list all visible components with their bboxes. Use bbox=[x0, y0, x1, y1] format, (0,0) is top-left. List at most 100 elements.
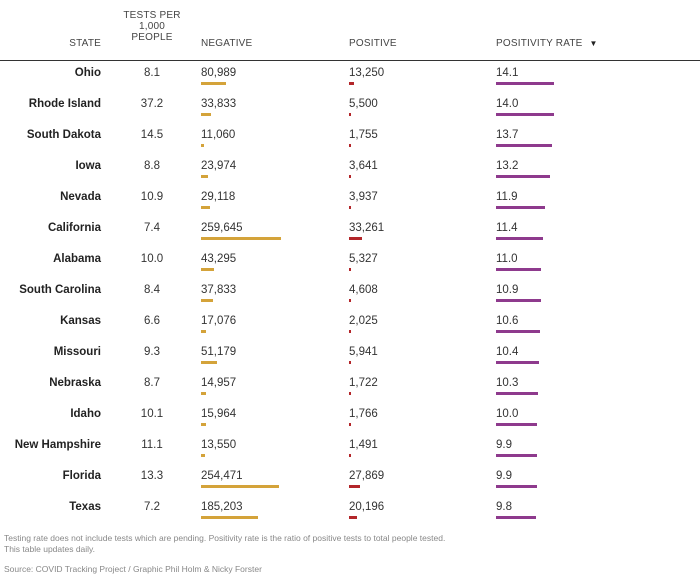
state-cell: Nebraska bbox=[49, 377, 101, 389]
positive-bar bbox=[349, 423, 351, 426]
table-row: South Dakota 14.5 11,060 1,755 13.7 bbox=[0, 123, 700, 154]
table-row: Rhode Island 37.2 33,833 5,500 14.0 bbox=[0, 92, 700, 123]
positive-cell: 33,261 bbox=[349, 222, 385, 234]
negative-cell: 14,957 bbox=[201, 377, 237, 389]
positivity-rate-cell: 10.0 bbox=[496, 408, 519, 420]
positivity-rate-cell: 10.6 bbox=[496, 315, 519, 327]
tests-per-1000-cell: 8.1 bbox=[144, 67, 160, 79]
tests-per-1000-cell: 14.5 bbox=[140, 129, 164, 141]
tests-per-1000-cell: 8.7 bbox=[144, 377, 160, 389]
negative-cell: 43,295 bbox=[201, 253, 237, 265]
negative-bar bbox=[201, 330, 207, 333]
positivity-rate-cell: 13.7 bbox=[496, 129, 519, 141]
positive-cell: 5,327 bbox=[349, 253, 378, 265]
positive-cell: 5,941 bbox=[349, 346, 378, 358]
table-row: Idaho 10.1 15,964 1,766 10.0 bbox=[0, 402, 700, 433]
footer-note-line-1: Testing rate does not include tests whic… bbox=[4, 533, 446, 543]
positive-cell: 1,722 bbox=[349, 377, 378, 389]
positive-cell: 5,500 bbox=[349, 98, 378, 110]
sort-descending-icon[interactable]: ▼ bbox=[589, 39, 598, 48]
positivity-rate-cell: 11.0 bbox=[496, 253, 518, 265]
table-row: Iowa 8.8 23,974 3,641 13.2 bbox=[0, 154, 700, 185]
state-cell: Texas bbox=[69, 501, 101, 513]
positivity-rate-bar bbox=[496, 423, 538, 426]
state-cell: California bbox=[47, 222, 101, 234]
negative-cell: 13,550 bbox=[201, 439, 237, 451]
state-cell: Iowa bbox=[75, 160, 101, 172]
column-header-state[interactable]: STATE bbox=[69, 38, 101, 49]
positive-cell: 27,869 bbox=[349, 470, 385, 482]
state-cell: South Dakota bbox=[26, 129, 101, 141]
negative-cell: 33,833 bbox=[201, 98, 237, 110]
negative-bar bbox=[201, 175, 209, 178]
tests-per-1000-cell: 7.4 bbox=[144, 222, 160, 234]
positivity-rate-bar bbox=[496, 206, 545, 209]
state-cell: Nevada bbox=[60, 191, 101, 203]
table-row: South Carolina 8.4 37,833 4,608 10.9 bbox=[0, 278, 700, 309]
negative-cell: 17,076 bbox=[201, 315, 237, 327]
footer-source: Source: COVID Tracking Project / Graphic… bbox=[4, 564, 262, 574]
tests-per-1000-cell: 10.9 bbox=[140, 191, 164, 203]
state-cell: New Hampshire bbox=[14, 439, 101, 451]
positive-bar bbox=[349, 113, 352, 116]
positive-cell: 1,755 bbox=[349, 129, 378, 141]
negative-cell: 15,964 bbox=[201, 408, 237, 420]
column-header-negative[interactable]: NEGATIVE bbox=[201, 38, 253, 49]
positivity-rate-cell: 11.9 bbox=[496, 191, 518, 203]
positivity-rate-cell: 10.9 bbox=[496, 284, 519, 296]
tests-per-1000-cell: 11.1 bbox=[141, 439, 163, 451]
positivity-rate-bar bbox=[496, 82, 554, 85]
column-header-tests-line-3: PEOPLE bbox=[131, 32, 173, 43]
positivity-rate-bar bbox=[496, 237, 543, 240]
positive-cell: 20,196 bbox=[349, 501, 385, 513]
negative-bar bbox=[201, 237, 281, 240]
negative-bar bbox=[201, 299, 213, 302]
negative-bar bbox=[201, 82, 226, 85]
negative-cell: 23,974 bbox=[201, 160, 237, 172]
tests-per-1000-cell: 10.1 bbox=[140, 408, 164, 420]
tests-per-1000-cell: 10.0 bbox=[140, 253, 164, 265]
positive-cell: 4,608 bbox=[349, 284, 378, 296]
positivity-rate-cell: 14.1 bbox=[496, 67, 519, 79]
positivity-rate-bar bbox=[496, 361, 539, 364]
positive-bar bbox=[349, 392, 351, 395]
tests-per-1000-cell: 8.4 bbox=[144, 284, 160, 296]
negative-bar bbox=[201, 423, 206, 426]
column-header-positive[interactable]: POSITIVE bbox=[349, 38, 397, 49]
state-cell: Florida bbox=[62, 470, 101, 482]
positivity-rate-bar bbox=[496, 113, 554, 116]
negative-cell: 80,989 bbox=[201, 67, 237, 79]
table-row: Alabama 10.0 43,295 5,327 11.0 bbox=[0, 247, 700, 278]
state-cell: Alabama bbox=[53, 253, 101, 265]
negative-bar bbox=[201, 454, 206, 457]
table-row: Kansas 6.6 17,076 2,025 10.6 bbox=[0, 309, 700, 340]
state-cell: Kansas bbox=[60, 315, 101, 327]
positive-bar bbox=[349, 82, 355, 85]
tests-per-1000-cell: 8.8 bbox=[144, 160, 160, 172]
footer-note-line-2: This table updates daily. bbox=[4, 544, 96, 554]
positivity-rate-cell: 9.8 bbox=[496, 501, 512, 513]
tests-per-1000-cell: 9.3 bbox=[144, 346, 160, 358]
positive-cell: 1,766 bbox=[349, 408, 378, 420]
negative-cell: 185,203 bbox=[201, 501, 243, 513]
state-cell: Rhode Island bbox=[28, 98, 101, 110]
negative-bar bbox=[201, 516, 258, 519]
table-row: Nebraska 8.7 14,957 1,722 10.3 bbox=[0, 371, 700, 402]
state-cell: Ohio bbox=[74, 67, 101, 79]
positivity-rate-cell: 9.9 bbox=[496, 439, 512, 451]
column-header-positivity-rate[interactable]: POSITIVITY RATE ▼ bbox=[496, 38, 598, 49]
negative-cell: 29,118 bbox=[201, 191, 236, 203]
column-header-tests-line-1: TESTS PER bbox=[123, 10, 181, 21]
column-header-tests-per-1000[interactable]: TESTS PER 1,000 PEOPLE bbox=[120, 10, 184, 43]
table-row: New Hampshire 11.1 13,550 1,491 9.9 bbox=[0, 433, 700, 464]
negative-bar bbox=[201, 144, 205, 147]
positive-bar bbox=[349, 361, 352, 364]
positive-cell: 3,641 bbox=[349, 160, 378, 172]
positive-cell: 13,250 bbox=[349, 67, 385, 79]
positivity-rate-cell: 13.2 bbox=[496, 160, 519, 172]
positivity-rate-bar bbox=[496, 175, 551, 178]
positivity-rate-bar bbox=[496, 392, 539, 395]
positivity-rate-bar bbox=[496, 330, 540, 333]
negative-cell: 259,645 bbox=[201, 222, 243, 234]
positive-cell: 2,025 bbox=[349, 315, 378, 327]
